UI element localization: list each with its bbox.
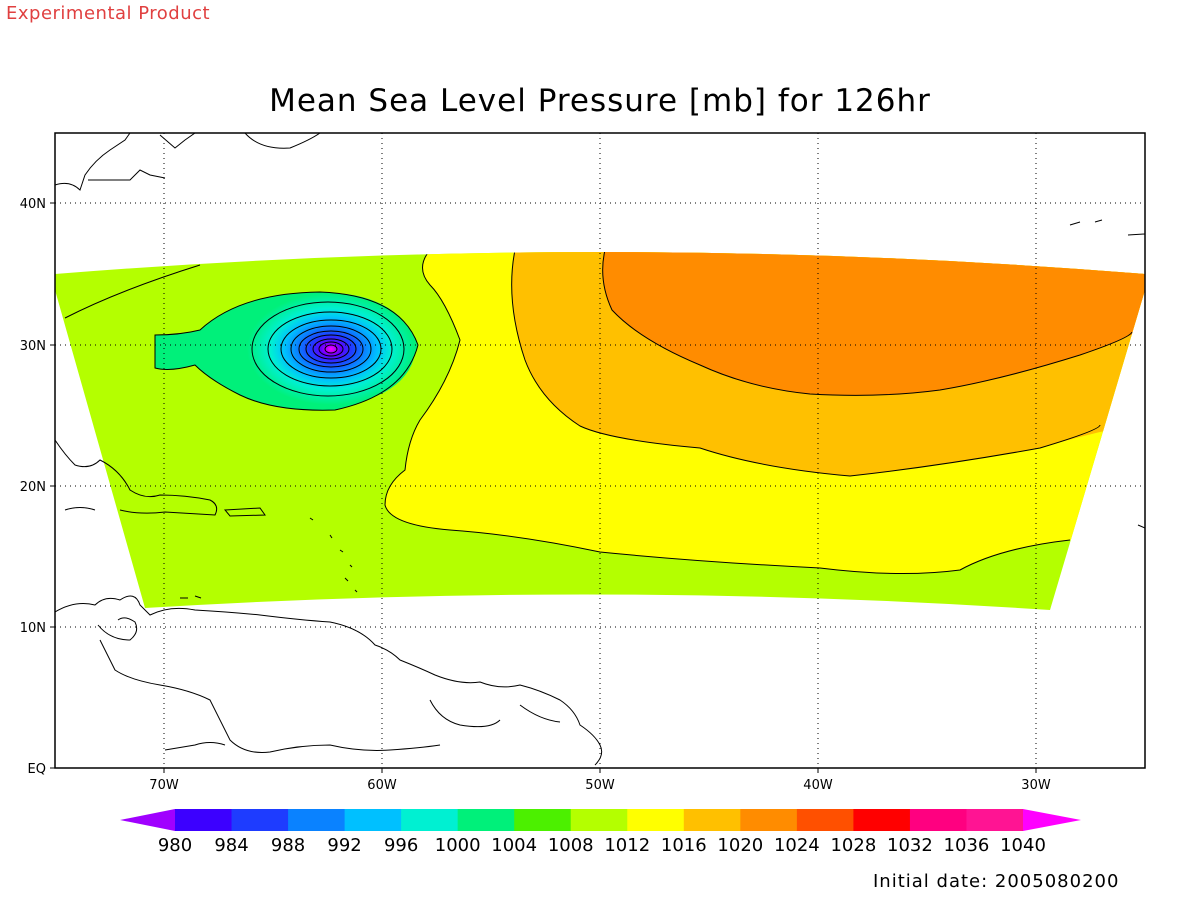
lon-label: 50W [585, 778, 615, 793]
lat-label: 30N [20, 339, 46, 354]
map-gridlines [55, 133, 1145, 768]
field-1020 [602, 252, 1145, 396]
map-title: Mean Sea Level Pressure [mb] for 126hr [269, 83, 931, 119]
colorbar-level-label: 1028 [830, 835, 876, 856]
colorbar-level-label: 1020 [717, 835, 763, 856]
longitude-labels: 70W 60W 50W 40W 30W [149, 778, 1051, 793]
colorbar-swatch [853, 809, 911, 831]
colorbar-swatch [966, 809, 1024, 831]
coastlines [55, 133, 1145, 766]
lat-label: 20N [20, 480, 46, 495]
colorbar-level-label: 996 [384, 835, 418, 856]
colorbar-swatch [627, 809, 685, 831]
colorbar-level-label: 980 [158, 835, 192, 856]
axis-ticks [50, 202, 1037, 773]
colorbar-swatch [401, 809, 459, 831]
experimental-product-label: Experimental Product [6, 3, 211, 24]
colorbar-level-label: 1000 [435, 835, 481, 856]
colorbar-level-label: 1024 [774, 835, 820, 856]
lon-label: 30W [1021, 778, 1051, 793]
colorbar-left-arrow [120, 809, 175, 831]
lon-label: 60W [367, 778, 397, 793]
colorbar-right-arrow [1023, 809, 1081, 831]
colorbar-swatch [288, 809, 346, 831]
colorbar-swatch [457, 809, 515, 831]
lat-label: EQ [28, 762, 46, 777]
colorbar-swatch [175, 809, 233, 831]
colorbar-swatch [909, 809, 967, 831]
colorbar-level-label: 1008 [548, 835, 594, 856]
lon-label: 70W [149, 778, 179, 793]
pressure-field [55, 252, 1145, 610]
colorbar-level-label: 1040 [1000, 835, 1046, 856]
colorbar-swatch [570, 809, 628, 831]
colorbar-level-label: 1012 [604, 835, 650, 856]
colorbar-swatch [740, 809, 798, 831]
colorbar: 980 984 988 992 996 1000 1004 1008 1012 1016 1020 1… [120, 809, 1081, 856]
colorbar-swatch [344, 809, 402, 831]
colorbar-level-label: 1016 [661, 835, 707, 856]
colorbar-level-label: 988 [271, 835, 305, 856]
colorbar-level-label: 992 [327, 835, 361, 856]
colorbar-swatch [231, 809, 289, 831]
lon-label: 40W [803, 778, 833, 793]
colorbar-level-label: 984 [214, 835, 248, 856]
colorbar-swatch [683, 809, 741, 831]
colorbar-swatch [796, 809, 854, 831]
initial-date: Initial date: 2005080200 [873, 871, 1120, 892]
lat-label: 10N [20, 621, 46, 636]
colorbar-level-label: 1036 [944, 835, 990, 856]
colorbar-swatch [514, 809, 572, 831]
colorbar-level-label: 1032 [887, 835, 933, 856]
lat-label: 40N [20, 197, 46, 212]
colorbar-level-label: 1004 [491, 835, 537, 856]
latitude-labels: 40N 30N 20N 10N EQ [20, 197, 46, 777]
